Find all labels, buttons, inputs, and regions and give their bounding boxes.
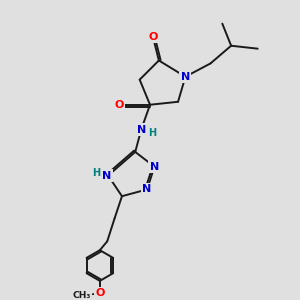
Text: H: H [92,168,100,178]
Text: H: H [148,128,156,138]
Text: O: O [114,100,124,110]
Text: O: O [148,32,158,42]
Text: O: O [95,288,104,298]
Text: N: N [181,72,190,82]
Text: N: N [150,162,159,172]
Text: N: N [136,125,146,135]
Text: CH₃: CH₃ [72,291,91,300]
Text: N: N [142,184,152,194]
Text: N: N [102,170,111,181]
